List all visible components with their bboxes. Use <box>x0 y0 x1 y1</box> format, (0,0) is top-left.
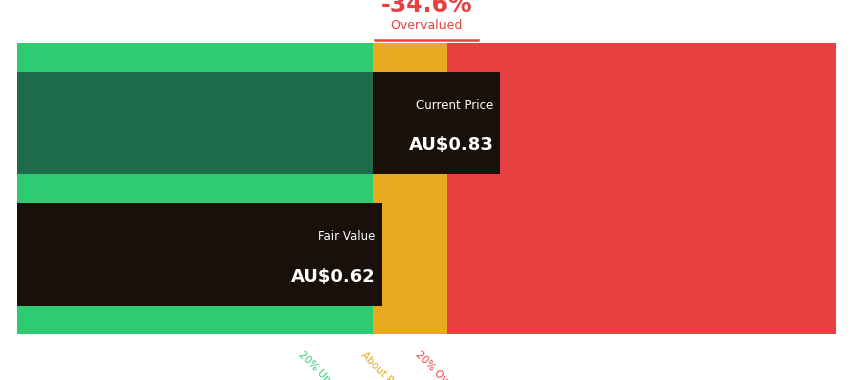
Bar <box>499 71 835 174</box>
Bar <box>17 43 373 71</box>
Bar <box>499 306 835 334</box>
Bar <box>373 43 446 71</box>
Bar <box>373 71 499 174</box>
Text: 20% Undervalued: 20% Undervalued <box>296 350 369 380</box>
Text: Fair Value: Fair Value <box>318 230 375 243</box>
Bar <box>17 203 382 306</box>
Text: AU$0.62: AU$0.62 <box>291 268 375 286</box>
Bar <box>446 174 499 203</box>
Text: -34.6%: -34.6% <box>380 0 472 17</box>
Bar <box>373 71 446 174</box>
Bar <box>499 43 835 71</box>
Bar <box>17 174 373 203</box>
Text: Overvalued: Overvalued <box>390 19 462 32</box>
Bar <box>373 174 446 203</box>
Bar <box>17 306 373 334</box>
Bar <box>17 203 373 306</box>
Bar <box>373 203 446 306</box>
Bar <box>499 174 835 203</box>
Bar <box>17 71 373 174</box>
Bar <box>499 203 835 306</box>
Bar <box>373 306 446 334</box>
Bar <box>446 71 499 174</box>
Bar <box>446 43 499 71</box>
Text: Current Price: Current Price <box>416 99 492 112</box>
Text: AU$0.83: AU$0.83 <box>408 136 492 154</box>
Bar <box>446 203 499 306</box>
Text: 20% Overvalued: 20% Overvalued <box>413 350 481 380</box>
Bar <box>446 306 499 334</box>
Text: About Right: About Right <box>359 350 410 380</box>
